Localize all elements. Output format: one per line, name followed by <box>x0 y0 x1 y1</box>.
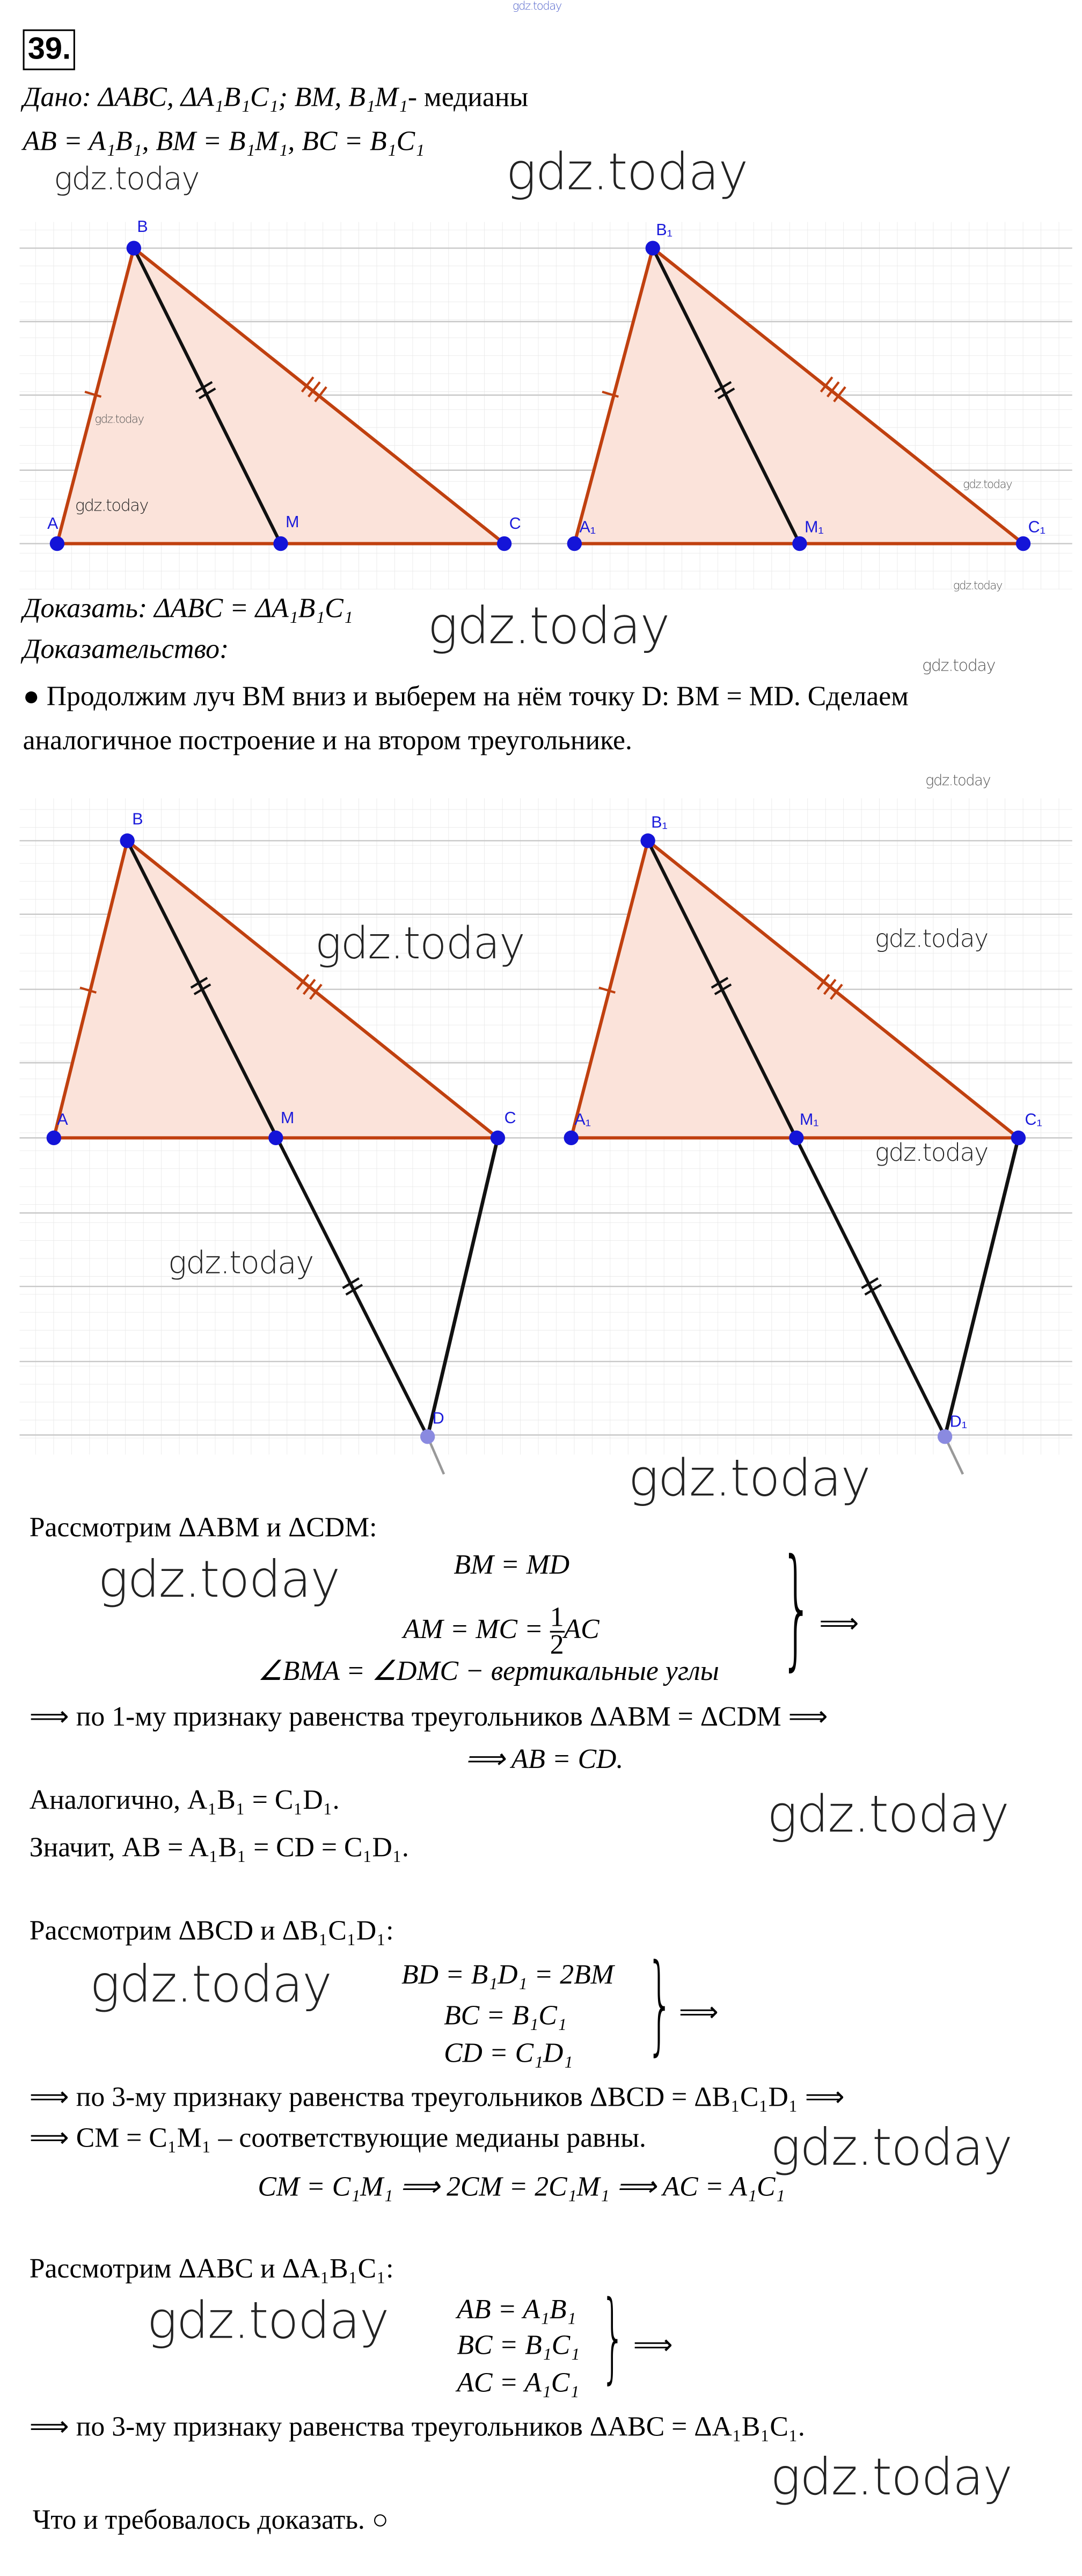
implies-arrow: ⟹ <box>678 1996 719 2028</box>
step1-line1: ● Продолжим луч BM вниз и выберем на нём… <box>23 680 909 712</box>
label-b1: B₁ <box>651 813 668 832</box>
label-d1: D₁ <box>950 1413 967 1431</box>
label-b: B <box>137 217 148 236</box>
step1-line2: аналогичное построение и на втором треуг… <box>23 725 632 756</box>
label-c: C <box>505 1109 516 1127</box>
watermark: gdz.today <box>512 0 562 13</box>
system3-line1: AB = A₁B₁ <box>457 2294 576 2325</box>
watermark: gdz.today <box>94 413 144 426</box>
watermark: gdz.today <box>90 1955 332 2015</box>
watermark: gdz.today <box>427 597 670 657</box>
label-a: A <box>47 514 59 533</box>
watermark: gdz.today <box>874 1138 989 1168</box>
watermark: gdz.today <box>98 1551 340 1610</box>
watermark: gdz.today <box>168 1246 314 1282</box>
part1-ab-cd: ⟹ AB = CD. <box>465 1743 624 1775</box>
system2-line1: BD = B₁D₁ = 2BM <box>401 1959 614 1990</box>
label-m: M <box>286 513 299 531</box>
label-m1: M₁ <box>805 518 824 536</box>
given-line2: AB = A₁B₁, BM = B₁M₁, BC = B₁C₁ <box>23 126 425 157</box>
point-b <box>126 241 142 256</box>
label-a1: A₁ <box>574 1110 591 1129</box>
label-d: D <box>433 1409 444 1427</box>
given-label: Дано <box>23 82 82 113</box>
label-c1: C₁ <box>1025 1110 1042 1129</box>
watermark: gdz.today <box>628 1450 871 1509</box>
part3-intro: Рассмотрим ΔABC и ΔA₁B₁C₁: <box>29 2253 394 2284</box>
given-math: : ΔABC, ΔA₁B₁C₁; BM, B₁M₁ <box>82 82 408 113</box>
label-c1: C₁ <box>1028 518 1046 536</box>
watermark: gdz.today <box>315 919 525 970</box>
brace: } <box>600 2280 626 2395</box>
label-m1: M₁ <box>800 1110 819 1129</box>
watermark: gdz.today <box>922 658 996 676</box>
system3-line3: AC = A₁C₁ <box>457 2367 580 2398</box>
point-c <box>496 536 512 551</box>
label-a1: A₁ <box>579 518 596 536</box>
label-b1: B₁ <box>656 221 672 239</box>
given-line1: Дано: ΔABC, ΔA₁B₁C₁; BM, B₁M₁- медианы <box>23 82 529 114</box>
implies-arrow: ⟹ <box>819 1608 859 1639</box>
system2-line2: BC = B₁C₁ <box>444 1999 567 2031</box>
watermark: gdz.today <box>767 1786 1010 1845</box>
triangle-a1b1c1: A₁ B₁ M₁ C₁ <box>567 221 1046 551</box>
part1-hence: Значит, AB = A₁B₁ = CD = C₁D₁. <box>29 1831 409 1863</box>
part1-intro: Рассмотрим ΔABM и ΔCDM: <box>29 1511 377 1543</box>
figure-construction: A B M C D A₁ B₁ M₁ C₁ D₁ <box>19 798 1072 1475</box>
part2-medians: ⟹ CM = C₁M₁ – соответствующие медианы ра… <box>29 2122 646 2153</box>
triangle-abc: A B M C <box>47 217 521 551</box>
system1-line1: BM = MD <box>454 1549 570 1581</box>
prove-line: Доказать: ΔABC = ΔA₁B₁C₁ <box>23 593 353 625</box>
point-a <box>49 536 65 551</box>
watermark: gdz.today <box>925 774 991 790</box>
watermark: gdz.today <box>953 579 1003 593</box>
brace: } <box>646 1941 674 2067</box>
label-c: C <box>509 514 521 533</box>
prove-label: Доказать <box>23 592 138 624</box>
system2-line3: CD = C₁D₁ <box>444 2037 573 2069</box>
proof-label: Доказательство: <box>23 633 229 665</box>
watermark: gdz.today <box>770 2449 1013 2508</box>
point-m <box>273 536 288 551</box>
part1-similar: Аналогично, A₁B₁ = C₁D₁. <box>29 1784 340 1816</box>
prove-statement: : ΔABC = ΔA₁B₁C₁ <box>137 592 353 624</box>
watermark: gdz.today <box>75 498 149 516</box>
qed: Что и требовалось доказать. ○ <box>32 2504 389 2536</box>
label-a: A <box>57 1110 68 1129</box>
part3-conclusion: ⟹ по 3-му признаку равенства треугольник… <box>29 2411 805 2442</box>
given-tail: - медианы <box>407 82 529 113</box>
part2-ac: CM = C₁M₁ ⟹ 2CM = 2C₁M₁ ⟹ AC = A₁C₁ <box>258 2171 785 2202</box>
watermark: gdz.today <box>506 143 749 203</box>
part1-conclusion: ⟹ по 1-му признаку равенства треугольник… <box>29 1701 828 1733</box>
task-number: 39. <box>23 29 76 70</box>
system3-line2: BC = B₁C₁ <box>457 2330 580 2361</box>
watermark: gdz.today <box>54 162 200 198</box>
label-m: M <box>281 1109 294 1127</box>
system1-line3: ∠BMA = ∠DMC − вертикальные углы <box>258 1655 719 1687</box>
figure-triangles-given: A B M C A₁ B₁ M₁ C₁ <box>19 217 1072 590</box>
watermark: gdz.today <box>147 2292 390 2351</box>
watermark: gdz.today <box>874 924 989 954</box>
watermark: gdz.today <box>963 478 1013 492</box>
construction-left: A B M C D <box>46 810 516 1475</box>
part2-conclusion: ⟹ по 3-му признаку равенства треугольник… <box>29 2081 845 2113</box>
brace: } <box>780 1531 814 1683</box>
watermark: gdz.today <box>770 2119 1013 2178</box>
part2-intro: Рассмотрим ΔBCD и ΔB₁C₁D₁: <box>29 1915 394 1946</box>
system1-line2: AM = MC = 1 2 AC <box>403 1601 600 1661</box>
construction-right: A₁ B₁ M₁ C₁ D₁ <box>564 813 1042 1475</box>
implies-arrow: ⟹ <box>633 2330 673 2361</box>
label-b: B <box>132 810 143 828</box>
